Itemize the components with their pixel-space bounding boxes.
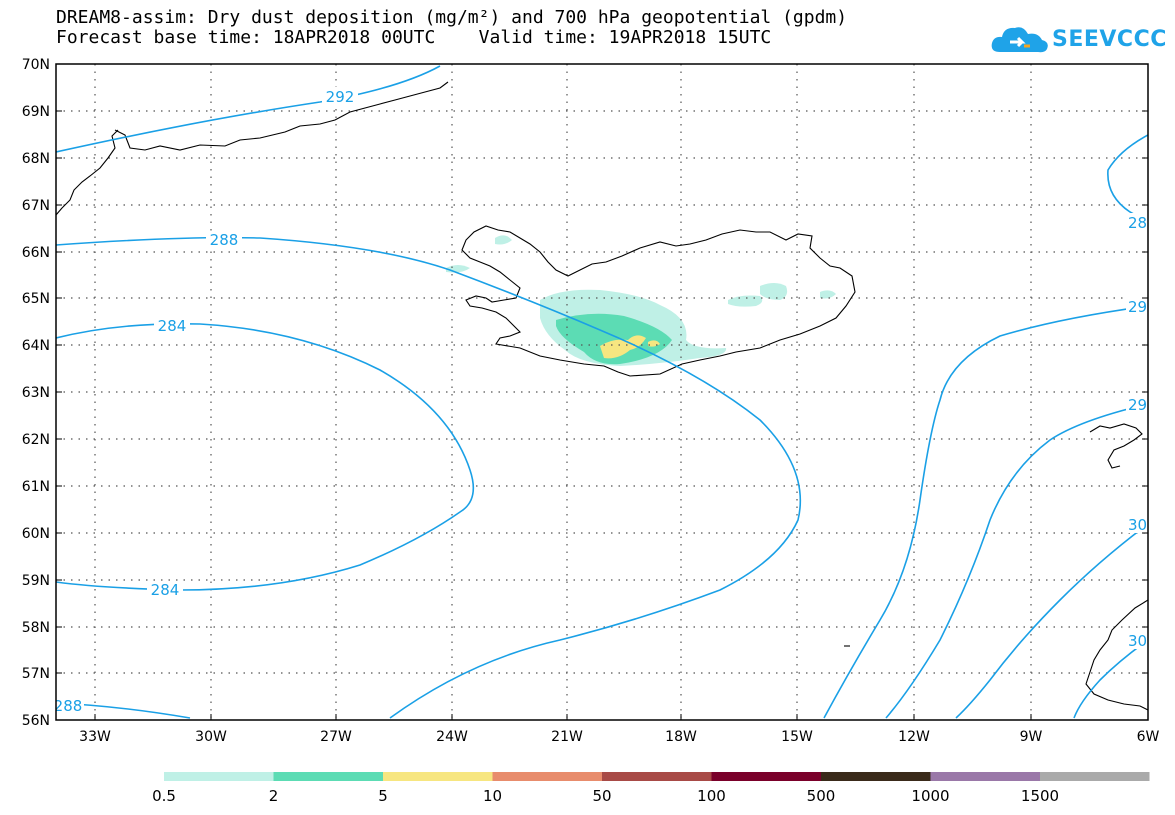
- coastlines: [56, 81, 1148, 711]
- contour-284: [56, 322, 475, 591]
- longitude-axis: 33W 30W 27W 24W 21W 18W 15W 12W 9W 6W: [79, 714, 1160, 745]
- dust-area-mid: [556, 313, 672, 365]
- dust-area-high: [600, 335, 646, 359]
- lat-label-69n: 69N: [22, 104, 50, 120]
- norway-coast: [1085, 599, 1148, 711]
- logo-text: SEEVCCC: [1052, 27, 1167, 52]
- legend-swatch-1: [273, 772, 383, 781]
- legend-label-2: 5: [378, 787, 388, 805]
- lat-label-61n: 61N: [22, 479, 50, 495]
- contour-label-288: 288: [210, 231, 239, 249]
- latitude-axis: 70N 69N 68N 67N 66N 65N 64N 63N 62N 61N …: [22, 57, 1148, 729]
- cloud-icon: [991, 27, 1048, 53]
- lat-label-57n: 57N: [22, 666, 50, 682]
- legend-label-1: 2: [269, 787, 279, 805]
- contour-label-288-south: 288: [54, 697, 83, 715]
- dust-area-low-4: [820, 290, 836, 299]
- map-title-line2: Forecast base time: 18APR2018 00UTC Vali…: [56, 27, 772, 48]
- contour-label-292: 292: [326, 88, 355, 106]
- greenland-coast-west: [56, 129, 119, 216]
- contour-30b: [1073, 639, 1148, 719]
- lat-label-59n: 59N: [22, 573, 50, 589]
- legend-label-4: 50: [592, 787, 611, 805]
- legend-swatch-2: [383, 772, 493, 781]
- lon-label-21w: 21W: [551, 729, 583, 745]
- lon-label-9w: 9W: [1020, 729, 1043, 745]
- lon-label-33w: 33W: [79, 729, 111, 745]
- contour-29a: [823, 305, 1148, 719]
- lon-label-27w: 27W: [320, 729, 352, 745]
- lat-label-60n: 60N: [22, 526, 50, 542]
- contour-288-north: [56, 236, 802, 719]
- legend-swatch-4: [602, 772, 712, 781]
- lat-label-68n: 68N: [22, 151, 50, 167]
- lon-label-18w: 18W: [665, 729, 697, 745]
- lat-label-65n: 65N: [22, 291, 50, 307]
- contour-30a: [955, 523, 1148, 719]
- seevccc-logo: SEEVCCC: [990, 22, 1166, 58]
- legend-label-0: 0.5: [152, 787, 176, 805]
- legend-label-6: 500: [807, 787, 836, 805]
- lat-label-56n: 56N: [22, 713, 50, 729]
- color-legend: 0.5 2 5 10 50 100 500 1000 1500: [152, 772, 1150, 805]
- legend-label-3: 10: [483, 787, 502, 805]
- legend-swatch-7: [930, 772, 1040, 781]
- contour-label-30b: 30: [1128, 632, 1147, 650]
- lat-label-66n: 66N: [22, 245, 50, 261]
- dust-area-low-6: [495, 235, 512, 245]
- lon-label-12w: 12W: [898, 729, 930, 745]
- contour-label-284: 284: [158, 317, 187, 335]
- lat-label-64n: 64N: [22, 338, 50, 354]
- dust-area-low-3: [760, 283, 788, 300]
- legend-swatch-0: [164, 772, 274, 781]
- lon-label-6w: 6W: [1137, 729, 1160, 745]
- lat-label-70n: 70N: [22, 57, 50, 73]
- contour-labels: 292 288 288 284 284 28 29 29 30 30: [54, 87, 1148, 715]
- contour-29b: [885, 403, 1148, 719]
- dust-shading: [446, 235, 836, 366]
- lon-label-30w: 30W: [195, 729, 227, 745]
- lon-label-15w: 15W: [781, 729, 813, 745]
- lat-label-58n: 58N: [22, 620, 50, 636]
- legend-swatch-6: [821, 772, 931, 781]
- legend-label-7: 1000: [911, 787, 949, 805]
- geopotential-contours: [56, 65, 1148, 719]
- contour-label-28: 28: [1128, 214, 1147, 232]
- lat-label-63n: 63N: [22, 385, 50, 401]
- contour-label-29a: 29: [1128, 298, 1147, 316]
- legend-swatch-5: [711, 772, 821, 781]
- map-title-line1: DREAM8-assim: Dry dust deposition (mg/m²…: [56, 7, 848, 28]
- contour-292: [56, 65, 441, 153]
- legend-label-8: 1500: [1021, 787, 1059, 805]
- lat-label-67n: 67N: [22, 198, 50, 214]
- lat-label-62n: 62N: [22, 432, 50, 448]
- legend-swatch-8: [1040, 772, 1150, 781]
- iceland-coast: [461, 225, 856, 377]
- legend-swatch-3: [492, 772, 602, 781]
- contour-label-284-south: 284: [151, 581, 180, 599]
- faroe-shetland: [1089, 423, 1143, 469]
- map-area: [56, 64, 1148, 720]
- legend-label-5: 100: [697, 787, 726, 805]
- contour-label-29b: 29: [1128, 396, 1147, 414]
- contour-label-30a: 30: [1128, 516, 1147, 534]
- greenland-coast: [114, 81, 449, 151]
- lon-label-24w: 24W: [436, 729, 468, 745]
